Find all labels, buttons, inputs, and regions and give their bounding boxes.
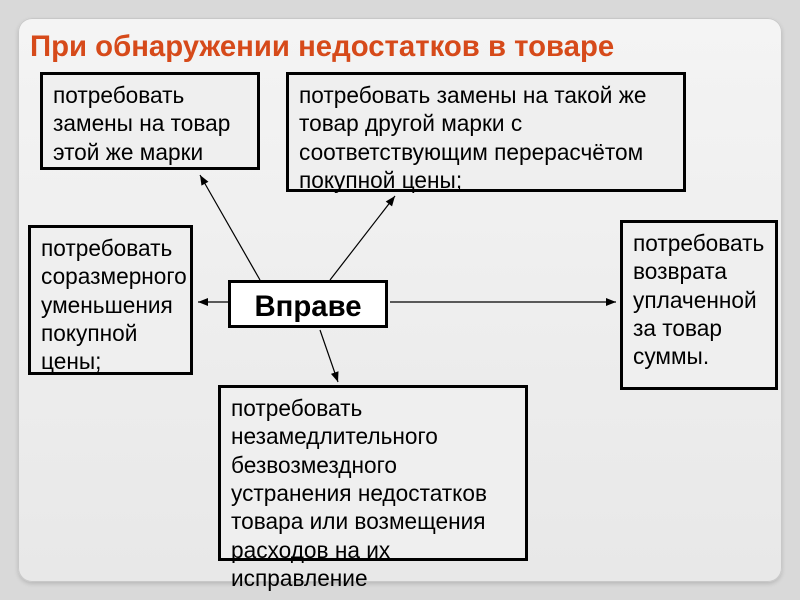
node-top-left: потребовать замены на товар этой же марк…	[40, 72, 260, 170]
node-right: потребовать возврата уплаченной за товар…	[620, 220, 778, 390]
node-left: потребовать соразмерного уменьшения поку…	[28, 225, 193, 375]
center-node: Вправе	[228, 280, 388, 328]
node-bottom: потребовать незамедлительного безвозмезд…	[218, 385, 528, 561]
page-title: При обнаружении недостатков в товаре	[30, 30, 614, 64]
node-top-right: потребовать замены на такой же товар дру…	[286, 72, 686, 192]
